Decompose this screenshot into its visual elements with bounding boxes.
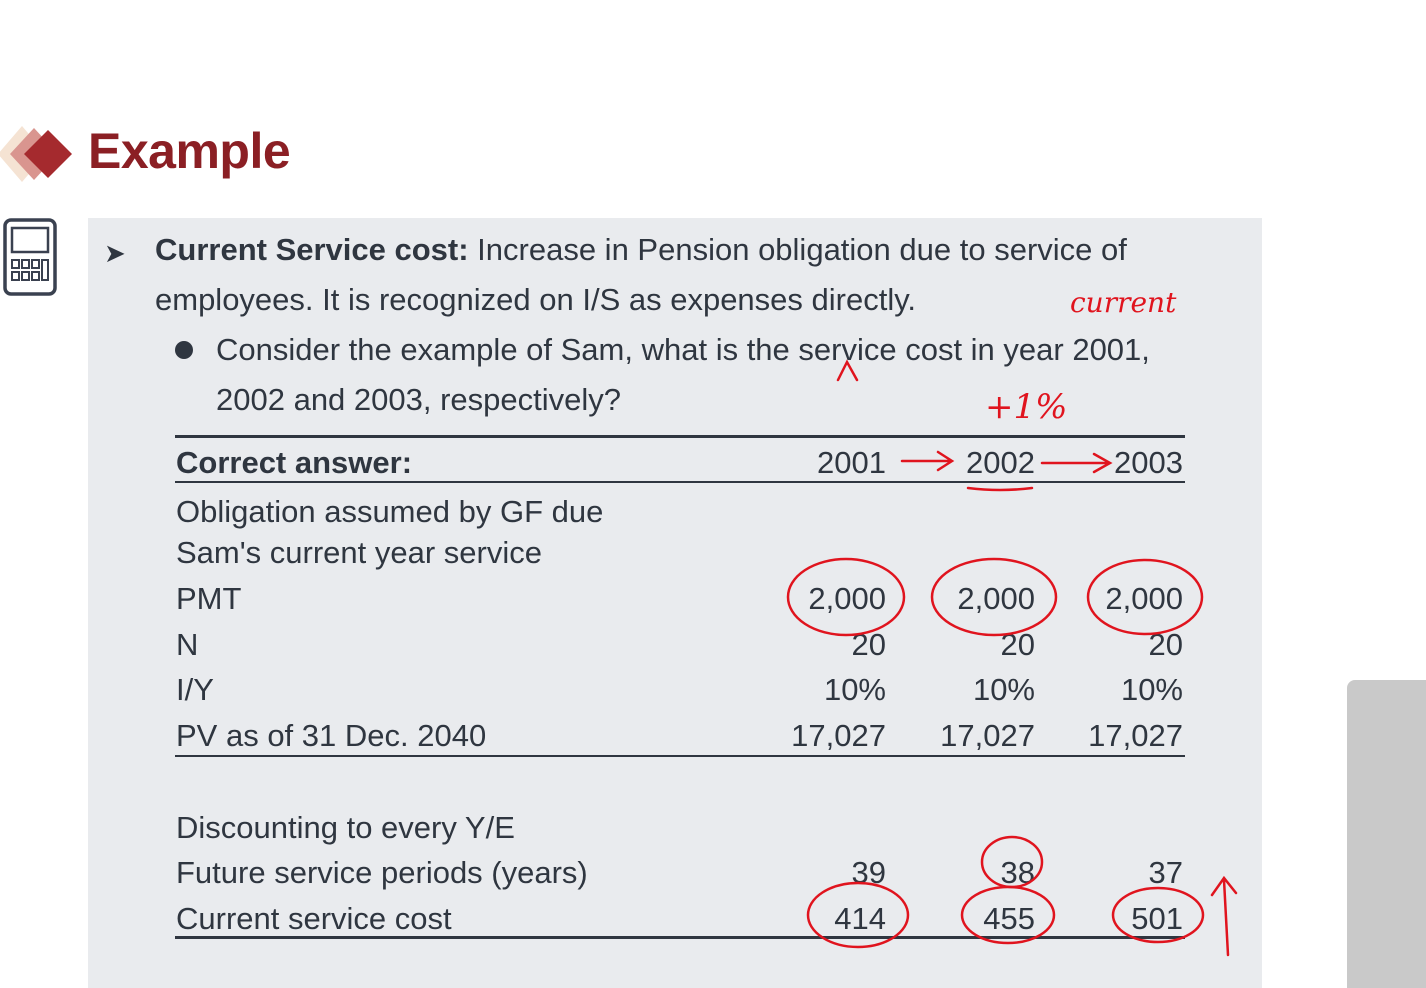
table-header-label: Correct answer: (176, 445, 413, 480)
row-value: 414 (834, 901, 886, 936)
row-value: 17,027 (940, 718, 1035, 753)
row-value: 501 (1131, 901, 1183, 936)
arrow-bullet-icon: ➤ (104, 238, 126, 268)
side-panel (1347, 680, 1426, 988)
row-value: 10% (972, 672, 1035, 707)
circle-cost-2002 (960, 885, 1056, 945)
row-value: 2,000 (808, 581, 886, 616)
table-top-rule (175, 435, 1185, 438)
caret-insert-mark (836, 359, 859, 382)
row-value: 10% (823, 672, 886, 707)
row-value: 17,027 (1088, 718, 1183, 753)
section1-title-1: Obligation assumed by GF due (176, 494, 604, 529)
arrow-2001-2002 (900, 450, 955, 472)
dot-bullet-icon (175, 341, 193, 359)
up-arrow (1210, 875, 1238, 957)
circle-cost-2001 (806, 881, 910, 949)
question-line-1: Consider the example of Sam, what is the… (216, 332, 1150, 367)
circle-pmt-2003 (1086, 558, 1204, 636)
underline-2002 (966, 486, 1034, 492)
question-line-2: 2002 and 2003, respectively? (216, 382, 622, 417)
row-value: 2,000 (957, 581, 1035, 616)
row-value: 2,000 (1105, 581, 1183, 616)
circle-cost-2003 (1111, 886, 1205, 944)
year-2003: 2003 (1114, 445, 1183, 480)
table-header-rule (175, 481, 1185, 483)
table-bottom-rule (175, 936, 1185, 939)
title-diamond-icon (0, 122, 80, 186)
annotation-plus-1pct: +1% (985, 387, 1067, 427)
term-label: Current Service cost: (155, 232, 469, 267)
year-2002: 2002 (966, 445, 1035, 480)
row-value: 455 (983, 901, 1035, 936)
row-label: N (176, 627, 199, 662)
row-label: Current service cost (176, 901, 452, 936)
circle-pmt-2002 (930, 557, 1058, 637)
slide-title: Example (88, 123, 291, 179)
row-value: 37 (1148, 855, 1183, 890)
row-label: PMT (176, 581, 242, 616)
row-value: 10% (1120, 672, 1183, 707)
annotation-current: current (1070, 286, 1177, 319)
section2-title: Discounting to every Y/E (176, 810, 515, 845)
row-value: 38 (1000, 855, 1035, 890)
table-pv-rule (175, 755, 1185, 757)
circle-periods-2002 (980, 835, 1044, 889)
row-value: 17,027 (791, 718, 886, 753)
content-panel (88, 218, 1262, 988)
circle-pmt-2001 (786, 557, 906, 637)
row-label: Future service periods (years) (176, 855, 588, 890)
row-label: I/Y (176, 672, 214, 707)
year-2001: 2001 (817, 445, 886, 480)
term-definition: Increase in Pension obligation due to se… (468, 232, 1127, 267)
row-label: PV as of 31 Dec. 2040 (176, 718, 487, 753)
section1-title-2: Sam's current year service (176, 535, 542, 570)
bullet-line-2: employees. It is recognized on I/S as ex… (155, 282, 917, 317)
calculator-icon (3, 218, 57, 301)
arrow-2002-2003 (1040, 452, 1113, 474)
bullet-current-service-cost: Current Service cost: Increase in Pensio… (155, 232, 1127, 268)
